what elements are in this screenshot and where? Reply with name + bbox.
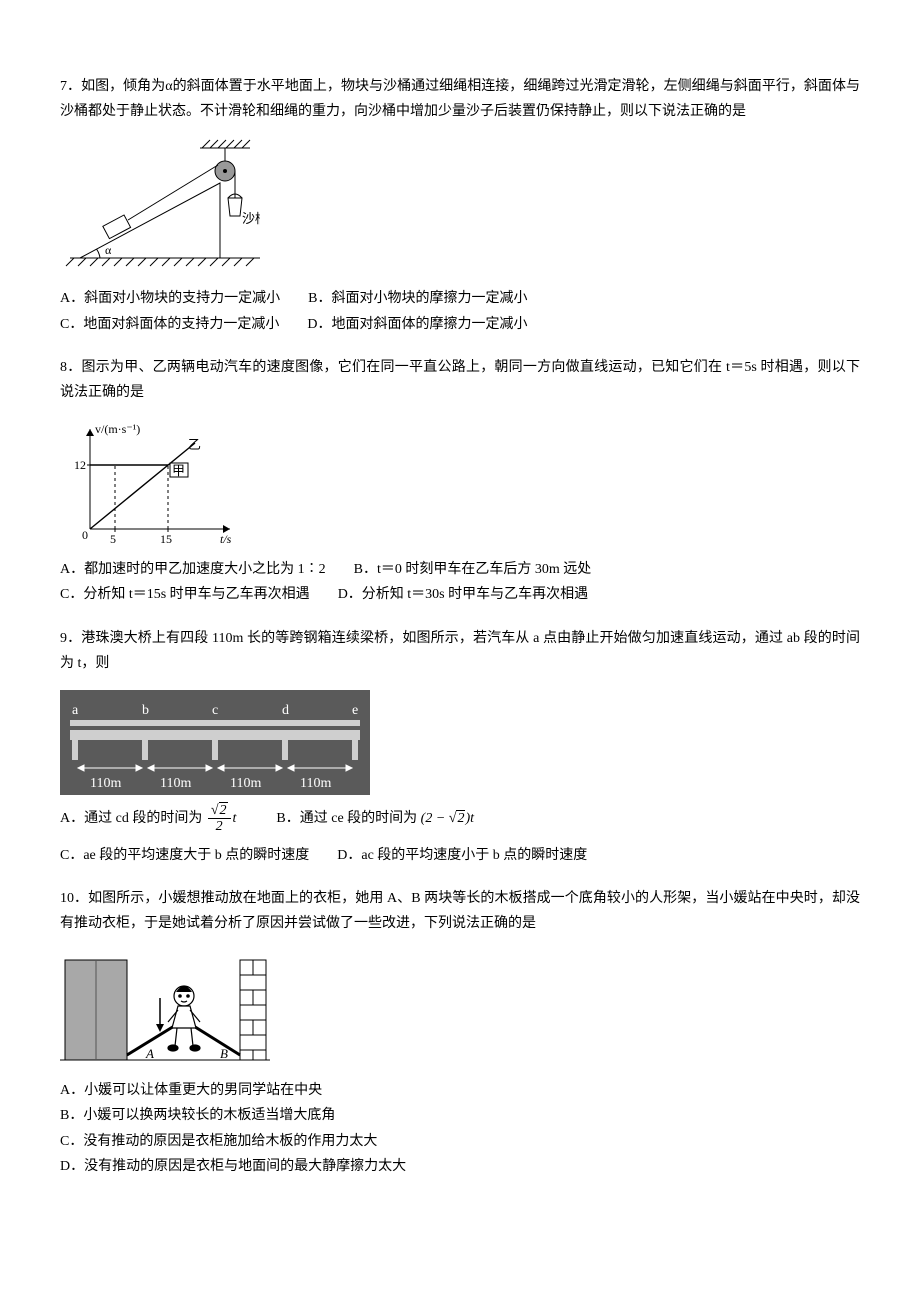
q9-opt-d: D．ac 段的平均速度小于 b 点的瞬时速度 [337, 843, 587, 868]
q8-opt-c: C．分析知 t＝15s 时甲车与乙车再次相遇 [60, 582, 310, 607]
svg-text:110m: 110m [230, 776, 261, 791]
q9-number: 9． [60, 631, 81, 646]
svg-text:15: 15 [160, 532, 172, 546]
alpha-label: α [105, 243, 112, 257]
bridge-diagram: a b c d e 110m 110m 110m 110m [60, 690, 370, 795]
svg-text:a: a [72, 703, 79, 718]
svg-text:110m: 110m [160, 776, 191, 791]
xlabel: t/s [220, 532, 232, 546]
q9-figure: a b c d e 110m 110m 110m 110m [60, 690, 860, 795]
svg-text:c: c [212, 703, 218, 718]
question-8: 8．图示为甲、乙两辆电动汽车的速度图像，它们在同一平直公路上，朝同一方向做直线运… [60, 355, 860, 608]
q7-body: 如图，倾角为α的斜面体置于水平地面上，物块与沙桶通过细绳相连接，细绳跨过光滑定滑… [60, 79, 860, 119]
yi-label: 乙 [188, 437, 201, 452]
jia-label: 甲 [172, 463, 185, 478]
vt-graph: v/(m·s⁻¹) t/s 0 5 15 12 乙 甲 [60, 419, 240, 549]
q9-text: 9．港珠澳大桥上有四段 110m 长的等跨钢箱连续梁桥，如图所示，若汽车从 a … [60, 626, 860, 676]
label-A: A [145, 1046, 154, 1061]
q7-opt-d: D．地面对斜面体的摩擦力一定减小 [307, 312, 527, 337]
q7-number: 7． [60, 79, 81, 94]
svg-text:b: b [142, 703, 149, 718]
q8-body: 图示为甲、乙两辆电动汽车的速度图像，它们在同一平直公路上，朝同一方向做直线运动，… [60, 360, 860, 400]
q9-options: A．通过 cd 段的时间为 22t B．通过 ce 段的时间为 (2 − 2)t… [60, 803, 860, 868]
ylabel: v/(m·s⁻¹) [95, 422, 140, 436]
q7-figure: α 沙桶 [60, 138, 860, 278]
q10-opt-a: A．小媛可以让体重更大的男同学站在中央 [60, 1083, 322, 1098]
q8-figure: v/(m·s⁻¹) t/s 0 5 15 12 乙 甲 [60, 419, 860, 549]
q9-opt-c: C．ae 段的平均速度大于 b 点的瞬时速度 [60, 843, 309, 868]
question-10: 10．如图所示，小媛想推动放在地面上的衣柜，她用 A、B 两块等长的木板搭成一个… [60, 886, 860, 1179]
q10-number: 10． [60, 891, 88, 906]
q9-body: 港珠澳大桥上有四段 110m 长的等跨钢箱连续梁桥，如图所示，若汽车从 a 点由… [60, 631, 860, 671]
q8-opt-d: D．分析知 t＝30s 时甲车与乙车再次相遇 [338, 582, 588, 607]
q7-opt-c: C．地面对斜面体的支持力一定减小 [60, 312, 279, 337]
question-7: 7．如图，倾角为α的斜面体置于水平地面上，物块与沙桶通过细绳相连接，细绳跨过光滑… [60, 74, 860, 337]
svg-text:e: e [352, 703, 358, 718]
q8-opt-b: B．t＝0 时刻甲车在乙车后方 30m 远处 [354, 557, 592, 582]
q9-opt-b-pre: B．通过 ce 段的时间为 [276, 811, 417, 826]
svg-text:0: 0 [82, 528, 88, 542]
svg-text:12: 12 [74, 458, 86, 472]
q9-opt-b: B．通过 ce 段的时间为 (2 − 2)t [276, 806, 474, 831]
q10-text: 10．如图所示，小媛想推动放在地面上的衣柜，她用 A、B 两块等长的木板搭成一个… [60, 886, 860, 936]
q10-opt-c: C．没有推动的原因是衣柜施加给木板的作用力太大 [60, 1134, 377, 1149]
q7-options: A．斜面对小物块的支持力一定减小 B．斜面对小物块的摩擦力一定减小 C．地面对斜… [60, 286, 860, 336]
bucket-label: 沙桶 [242, 211, 260, 226]
svg-text:d: d [282, 703, 289, 718]
q9-opt-a: A．通过 cd 段的时间为 22t [60, 803, 236, 835]
question-9: 9．港珠澳大桥上有四段 110m 长的等跨钢箱连续梁桥，如图所示，若汽车从 a … [60, 626, 860, 868]
svg-text:110m: 110m [300, 776, 331, 791]
q7-opt-a: A．斜面对小物块的支持力一定减小 [60, 286, 280, 311]
q8-number: 8． [60, 360, 81, 375]
q8-opt-a: A．都加速时的甲乙加速度大小之比为 1∶2 [60, 557, 326, 582]
q8-text: 8．图示为甲、乙两辆电动汽车的速度图像，它们在同一平直公路上，朝同一方向做直线运… [60, 355, 860, 405]
svg-text:110m: 110m [90, 776, 121, 791]
q9-opt-a-pre: A．通过 cd 段的时间为 [60, 811, 202, 826]
label-B: B [220, 1046, 228, 1061]
incline-pulley-diagram: α 沙桶 [60, 138, 260, 278]
wardrobe-diagram: A B [60, 950, 270, 1070]
q7-opt-b: B．斜面对小物块的摩擦力一定减小 [308, 286, 527, 311]
svg-text:5: 5 [110, 532, 116, 546]
q7-text: 7．如图，倾角为α的斜面体置于水平地面上，物块与沙桶通过细绳相连接，细绳跨过光滑… [60, 74, 860, 124]
q10-opt-b: B．小媛可以换两块较长的木板适当增大底角 [60, 1108, 335, 1123]
q10-options: A．小媛可以让体重更大的男同学站在中央 B．小媛可以换两块较长的木板适当增大底角… [60, 1078, 860, 1179]
q10-figure: A B [60, 950, 860, 1070]
q8-options: A．都加速时的甲乙加速度大小之比为 1∶2 B．t＝0 时刻甲车在乙车后方 30… [60, 557, 860, 607]
q10-body: 如图所示，小媛想推动放在地面上的衣柜，她用 A、B 两块等长的木板搭成一个底角较… [60, 891, 860, 931]
q10-opt-d: D．没有推动的原因是衣柜与地面间的最大静摩擦力太大 [60, 1159, 406, 1174]
